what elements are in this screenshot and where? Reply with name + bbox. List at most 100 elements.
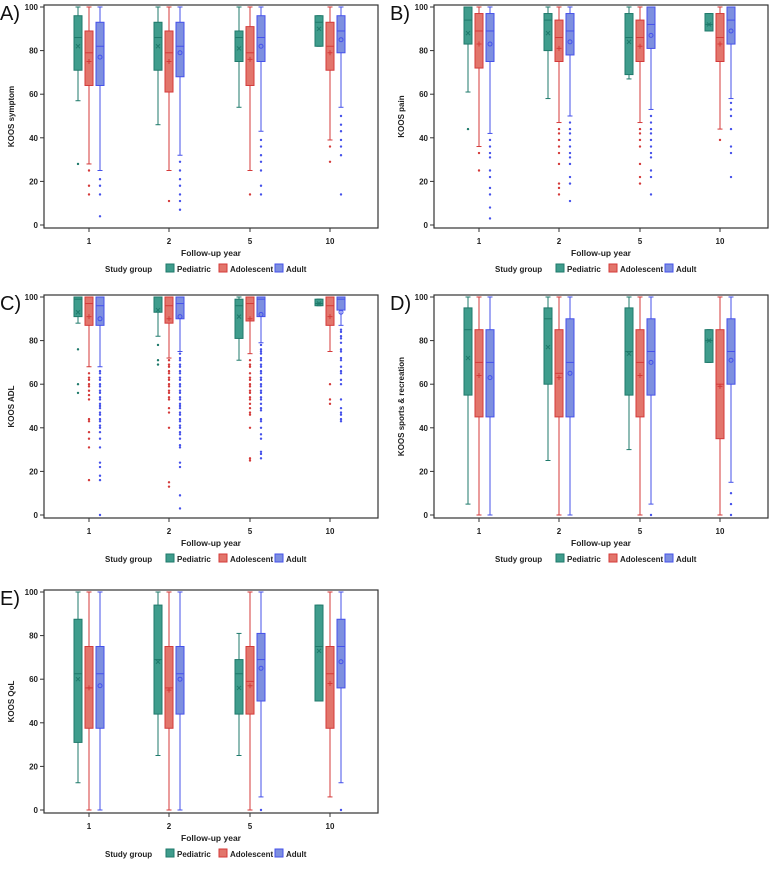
outlier-adult: [98, 369, 102, 373]
mean-marker-adult: [728, 357, 734, 363]
mean-marker-pediatric: [545, 30, 551, 36]
outlier-adult: [729, 502, 733, 506]
outlier-adolescent: [167, 383, 171, 386]
outlier-adolescent: [248, 396, 252, 399]
outlier-adult: [339, 335, 343, 338]
mean-marker-adult: [177, 50, 183, 56]
outlier-adolescent: [167, 372, 171, 375]
y-tick-label: 40: [29, 424, 38, 433]
outlier-adolescent: [477, 169, 481, 172]
outlier-adolescent: [248, 402, 252, 406]
outlier-adult: [98, 424, 102, 427]
mean-marker-adolescent: [637, 43, 643, 49]
mean-marker-pediatric: [75, 43, 81, 49]
x-tick-label: 10: [716, 527, 725, 536]
box-pediatric: [704, 329, 714, 363]
box-adult: [485, 329, 495, 418]
outlier-adult: [259, 138, 263, 142]
outlier-adolescent: [167, 359, 171, 362]
legend-swatch-adult: [274, 848, 284, 858]
x-tick-label: 10: [326, 237, 335, 246]
outlier-adult: [339, 193, 343, 196]
legend-title: Study group: [105, 555, 152, 564]
mean-marker-pediatric: [706, 22, 712, 27]
outlier-adult: [98, 378, 102, 382]
legend-swatch-adolescent: [218, 848, 228, 858]
x-tick-label: 5: [248, 237, 253, 246]
outlier-adult: [339, 356, 343, 360]
outlier-adult: [259, 160, 263, 163]
outlier-adult: [178, 396, 182, 399]
box-adolescent: [245, 646, 255, 715]
outlier-adult: [488, 175, 492, 179]
outlier-pediatric: [156, 359, 160, 362]
outlier-adult: [178, 413, 182, 416]
outlier-adolescent: [167, 378, 171, 382]
legend-swatch-pediatric: [165, 553, 175, 563]
outlier-adult: [259, 363, 263, 366]
outlier-adult: [98, 411, 102, 414]
outlier-adolescent: [87, 398, 91, 401]
outlier-adult: [178, 461, 182, 464]
outlier-adolescent: [638, 145, 642, 148]
outlier-adolescent: [167, 481, 171, 484]
y-tick-label: 80: [419, 337, 428, 346]
y-axis-label: KOOS ADL: [7, 385, 16, 427]
outlier-adult: [259, 457, 263, 460]
legend-label-adult: Adult: [286, 850, 307, 859]
mean-marker-adolescent: [247, 683, 253, 689]
box-adult: [646, 6, 656, 49]
outlier-adult: [98, 417, 102, 421]
y-tick-label: 40: [29, 134, 38, 143]
outlier-adult: [98, 389, 102, 392]
outlier-adolescent: [87, 420, 91, 423]
outlier-adult: [98, 446, 102, 449]
outlier-adult: [568, 162, 572, 166]
outlier-adult: [259, 426, 263, 429]
outlier-adult: [259, 359, 263, 362]
mean-marker-adult: [258, 665, 264, 671]
box-pediatric: [463, 307, 473, 396]
box-adolescent: [164, 296, 174, 324]
mean-marker-adolescent: [166, 687, 172, 693]
box-adult: [485, 13, 495, 62]
y-axis-label: KOOS pain: [397, 95, 406, 137]
outlier-adult: [259, 356, 263, 360]
outlier-adult: [649, 151, 653, 155]
legend-label-adolescent: Adolescent: [620, 265, 663, 274]
outlier-adolescent: [477, 151, 481, 155]
outlier-adult: [178, 369, 182, 373]
mean-marker-adolescent: [247, 56, 253, 62]
outlier-adult: [259, 808, 263, 812]
outlier-adult: [729, 175, 733, 179]
outlier-adolescent: [248, 359, 252, 362]
box-pediatric: [234, 659, 244, 715]
outlier-adolescent: [87, 437, 91, 440]
y-tick-label: 100: [25, 3, 39, 12]
mean-marker-pediatric: [155, 659, 161, 665]
outlier-adult: [178, 363, 182, 366]
outlier-adolescent: [167, 411, 171, 414]
outlier-adult: [339, 328, 343, 331]
legend-label-adolescent: Adolescent: [620, 555, 663, 564]
plot-frame: [43, 294, 379, 519]
outlier-adult: [178, 424, 182, 427]
outlier-adult: [259, 433, 263, 436]
plot-frame: [43, 589, 379, 814]
outlier-adult: [178, 376, 182, 379]
outlier-adolescent: [248, 372, 252, 375]
outlier-adult: [259, 396, 263, 399]
outlier-adolescent: [248, 193, 252, 196]
mean-marker-adolescent: [86, 314, 92, 320]
outlier-adult: [259, 402, 263, 406]
outlier-adult: [649, 145, 653, 148]
outlier-adolescent: [87, 430, 91, 434]
legend-label-pediatric: Pediatric: [177, 555, 211, 564]
box-pediatric: [704, 13, 714, 32]
x-axis-label: Follow-up year: [181, 833, 242, 843]
panel-a-koos-symptom: A) 0 20 40 60 80 100 KOOS symptom 1 2 5 10 Follow-up…: [0, 0, 390, 290]
box-pediatric: [543, 13, 553, 52]
outlier-adult: [568, 132, 572, 135]
outlier-adult: [568, 138, 572, 142]
outlier-adult: [339, 123, 343, 126]
